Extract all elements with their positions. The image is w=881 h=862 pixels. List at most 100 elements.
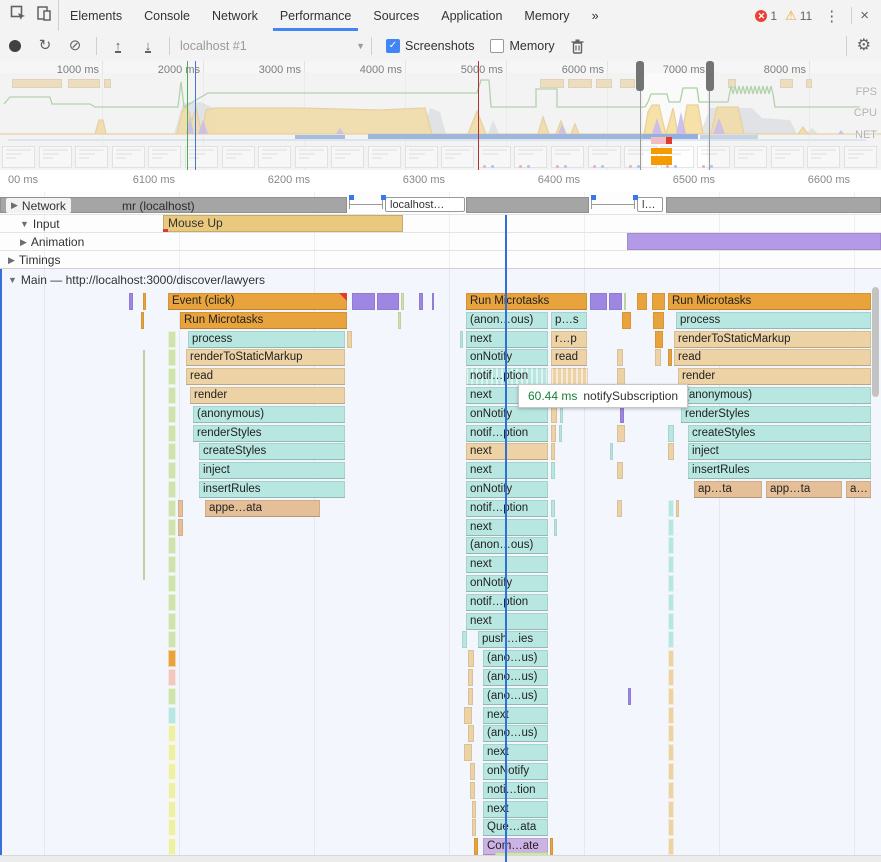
flame-bar[interactable]: (ano…us) — [483, 688, 548, 705]
flame-bar[interactable]: next — [483, 744, 548, 761]
timeline-overview[interactable]: 1000 ms 2000 ms 3000 ms 4000 ms 5000 ms 6000 … — [0, 61, 881, 171]
tab-sources[interactable]: Sources — [373, 8, 420, 23]
flame-bar[interactable]: process — [676, 312, 871, 329]
flame-bar[interactable]: notif…ption — [466, 594, 548, 611]
track-header-network[interactable]: ▶ Network — [6, 198, 71, 213]
flame-bar[interactable]: Que…ata — [483, 819, 548, 836]
flame-bar[interactable]: render — [190, 387, 345, 404]
window-handle-right[interactable] — [706, 61, 714, 91]
flame-bar[interactable]: read — [551, 349, 587, 366]
flame-bar[interactable]: notif…ption — [466, 425, 548, 442]
memory-checkbox[interactable]: Memory — [490, 39, 555, 53]
flame-bar[interactable]: Run Microtasks — [180, 312, 347, 329]
flame-bar[interactable]: notif…ption — [466, 368, 548, 385]
flame-bar[interactable]: r…p — [551, 331, 587, 348]
flame-bar[interactable]: next — [466, 556, 548, 573]
playhead-line[interactable] — [505, 215, 507, 862]
reload-and-profile-button[interactable]: ↻ — [38, 37, 52, 54]
inspect-element-icon[interactable] — [10, 5, 26, 26]
error-badge[interactable]: ✕ 1 — [755, 9, 777, 23]
flame-bar[interactable]: notif…ption — [466, 500, 548, 517]
animation-bar[interactable] — [627, 233, 881, 250]
flame-bar[interactable]: (ano…us) — [483, 725, 548, 742]
window-handle-left[interactable] — [636, 61, 644, 91]
flame-bar[interactable]: (ano…us) — [483, 669, 548, 686]
track-header-input[interactable]: ▼ Input — [20, 217, 60, 231]
track-header-timings[interactable]: ▶ Timings — [8, 253, 61, 267]
flame-bar[interactable]: renderStyles — [193, 425, 345, 442]
flame-bar[interactable]: a… — [846, 481, 871, 498]
tab-console[interactable]: Console — [144, 8, 190, 23]
more-options-icon[interactable]: ⋮ — [824, 7, 840, 25]
flame-bar[interactable]: push…ies — [478, 631, 548, 648]
network-request-bar[interactable] — [0, 197, 347, 213]
device-toolbar-icon[interactable] — [36, 5, 52, 26]
flame-bar[interactable]: inject — [199, 462, 345, 479]
capture-settings-gear-icon[interactable]: ⚙ — [845, 36, 881, 56]
flame-bar[interactable]: (ano…us) — [483, 650, 548, 667]
flame-bar[interactable]: renderToStaticMarkup — [674, 331, 871, 348]
flame-bar[interactable]: app…ta — [766, 481, 842, 498]
flame-bar[interactable]: createStyles — [688, 425, 871, 442]
tab-»[interactable]: » — [591, 8, 599, 23]
horizontal-scrollbar[interactable] — [0, 855, 881, 862]
flame-bar[interactable]: (anon…ous) — [466, 537, 548, 554]
flame-bar[interactable]: next — [466, 519, 548, 536]
flame-bar[interactable]: Run Microtasks — [668, 293, 871, 310]
flame-bar[interactable]: p…s — [551, 312, 587, 329]
network-request-pill[interactable]: l… — [637, 197, 663, 212]
screenshots-checkbox[interactable]: ✓ Screenshots — [386, 39, 474, 53]
flame-bar[interactable]: inject — [688, 443, 871, 460]
flame-bar[interactable]: Com…ate — [483, 838, 548, 855]
flame-bar[interactable]: ap…ta — [694, 481, 762, 498]
flame-bar[interactable]: next — [466, 462, 548, 479]
network-request-pill[interactable]: localhost… — [385, 197, 465, 212]
warning-badge[interactable]: ⚠ 11 — [785, 9, 812, 23]
network-request-bar[interactable] — [466, 197, 589, 213]
flame-bar[interactable]: process — [188, 331, 345, 348]
flame-bar[interactable]: next — [466, 443, 548, 460]
tab-network[interactable]: Network — [211, 8, 258, 23]
tab-application[interactable]: Application — [441, 8, 503, 23]
flame-bar[interactable] — [551, 368, 588, 385]
target-selector[interactable]: localhost #1 ▼ — [180, 39, 365, 53]
flame-bar[interactable]: next — [483, 707, 548, 724]
clear-button[interactable]: ⊘ — [68, 37, 82, 54]
tab-elements[interactable]: Elements — [70, 8, 123, 23]
flame-bar[interactable]: renderStyles — [681, 406, 871, 423]
network-request-bar[interactable] — [666, 197, 881, 213]
flame-bar[interactable]: next — [466, 331, 548, 348]
flame-bar[interactable]: Event (click) — [168, 293, 347, 310]
flame-bar[interactable]: next — [466, 613, 548, 630]
flame-bar[interactable]: onNotify — [466, 406, 548, 423]
input-event-bar[interactable]: Mouse Up — [163, 215, 403, 232]
flame-bar[interactable]: onNotify — [466, 575, 548, 592]
tab-memory[interactable]: Memory — [524, 8, 570, 23]
flame-bar[interactable]: noti…tion — [483, 782, 548, 799]
record-button[interactable] — [7, 37, 23, 55]
flame-bar[interactable]: next — [483, 801, 548, 818]
flame-bar[interactable]: read — [674, 349, 871, 366]
flame-bar[interactable]: onNotify — [466, 349, 548, 366]
flame-bar[interactable]: (anonymous) — [681, 387, 871, 404]
flame-bar[interactable]: (anon…ous) — [466, 312, 548, 329]
track-header-animation[interactable]: ▶ Animation — [20, 235, 85, 249]
flame-bar[interactable]: onNotify — [466, 481, 548, 498]
load-profile-button[interactable]: ↑ — [114, 37, 122, 53]
flame-bar[interactable]: read — [186, 368, 345, 385]
flame-bar[interactable]: (anonymous) — [193, 406, 345, 423]
flame-bar[interactable]: Run Microtasks — [466, 293, 587, 310]
flame-bar[interactable]: onNotify — [483, 763, 548, 780]
flame-bar[interactable] — [495, 852, 548, 856]
save-profile-button[interactable]: ↓ — [144, 37, 152, 53]
flame-bar[interactable]: createStyles — [199, 443, 345, 460]
flame-bar[interactable]: render — [678, 368, 871, 385]
track-header-main[interactable]: ▼ Main — http://localhost:3000/discover/… — [8, 273, 266, 287]
garbage-collect-icon[interactable] — [570, 37, 586, 55]
close-devtools-icon[interactable]: × — [851, 7, 871, 24]
flame-bar[interactable]: appe…ata — [205, 500, 320, 517]
flame-bar[interactable]: renderToStaticMarkup — [186, 349, 345, 366]
vertical-scrollbar-thumb[interactable] — [872, 287, 879, 397]
flame-bar[interactable]: insertRules — [199, 481, 345, 498]
tab-performance[interactable]: Performance — [269, 0, 363, 31]
